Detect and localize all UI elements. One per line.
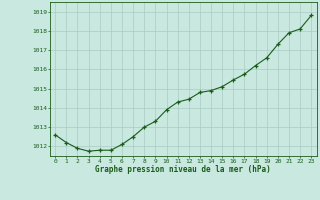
X-axis label: Graphe pression niveau de la mer (hPa): Graphe pression niveau de la mer (hPa): [95, 165, 271, 174]
